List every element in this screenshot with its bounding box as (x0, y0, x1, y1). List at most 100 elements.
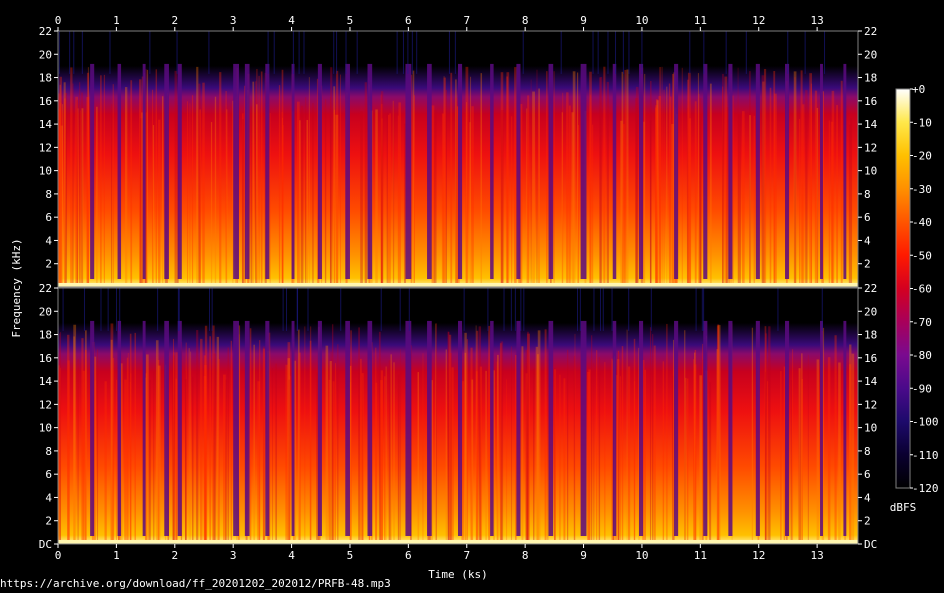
quiet-gap (639, 63, 644, 280)
texture-stripe (422, 353, 424, 540)
texture-stripe (189, 103, 191, 283)
texture-stripe (466, 102, 468, 283)
texture-stripe (82, 370, 86, 540)
texture-stripe (84, 330, 87, 540)
y-tick-label: 14 (39, 375, 53, 388)
texture-stripe (312, 103, 314, 284)
texture-stripe (306, 119, 309, 283)
texture-stripe (627, 366, 631, 540)
hf-spike (411, 31, 413, 74)
texture-stripe (737, 67, 739, 284)
texture-stripe (269, 113, 271, 283)
texture-stripe (470, 76, 472, 283)
x-tick-label: 3 (230, 14, 237, 27)
texture-stripe (611, 358, 614, 540)
texture-stripe (809, 73, 813, 284)
colorbar-tick-label: -20 (912, 150, 932, 163)
y-tick-label: 20 (864, 305, 877, 318)
colorbar-tick-label: -40 (912, 216, 932, 229)
hf-spike (307, 288, 309, 331)
texture-stripe (433, 109, 437, 283)
texture-stripe (196, 66, 199, 283)
texture-stripe (471, 106, 474, 284)
texture-stripe (281, 69, 284, 284)
hf-spike (597, 31, 599, 74)
x-tick-label: 6 (405, 549, 412, 562)
texture-stripe (633, 338, 636, 540)
texture-stripe (304, 326, 306, 540)
texture-stripe (289, 375, 291, 540)
y-tick-label: 2 (45, 515, 52, 528)
texture-stripe (242, 113, 244, 283)
dc-line (58, 540, 858, 544)
texture-stripe (793, 71, 797, 283)
texture-stripe (694, 364, 697, 540)
texture-stripe (138, 79, 142, 283)
texture-stripe (577, 72, 579, 284)
texture-stripe (673, 339, 675, 540)
texture-stripe (198, 83, 201, 283)
texture-stripe (256, 68, 258, 283)
texture-stripe (497, 354, 499, 540)
texture-stripe (59, 84, 61, 284)
x-tick-label: 13 (810, 549, 823, 562)
quiet-gap (117, 320, 122, 536)
quiet-gap (458, 63, 463, 280)
texture-stripe (762, 81, 765, 283)
texture-stripe (213, 353, 216, 540)
hf-spike (62, 288, 64, 331)
texture-stripe (658, 96, 661, 283)
hf-spike (303, 31, 305, 74)
texture-stripe (836, 105, 839, 284)
texture-stripe (599, 76, 603, 283)
texture-stripe (305, 97, 307, 284)
texture-stripe (148, 379, 151, 540)
texture-stripe (589, 71, 592, 284)
quiet-gap (703, 63, 708, 280)
texture-stripe (59, 333, 61, 540)
texture-stripe (722, 73, 724, 284)
texture-stripe (185, 371, 186, 540)
hf-spike (615, 31, 617, 74)
hf-spike (119, 288, 121, 331)
texture-stripe (441, 113, 445, 283)
texture-stripe (172, 338, 175, 540)
texture-stripe (624, 69, 627, 284)
y-tick-label: 6 (864, 211, 871, 224)
texture-stripe (430, 380, 433, 540)
quiet-gap (548, 320, 554, 536)
texture-stripe (238, 325, 241, 540)
texture-stripe (573, 355, 575, 540)
y-tick-label: 6 (864, 468, 871, 481)
texture-stripe (694, 349, 697, 540)
texture-stripe (831, 90, 835, 283)
texture-stripe (849, 364, 852, 540)
texture-stripe (86, 72, 89, 284)
texture-stripe (417, 372, 420, 540)
texture-stripe (461, 381, 464, 540)
texture-stripe (308, 77, 310, 283)
texture-stripe (76, 99, 78, 283)
texture-stripe (765, 371, 767, 540)
texture-stripe (299, 120, 301, 283)
quiet-gap (177, 320, 182, 536)
texture-stripe (599, 77, 601, 283)
texture-stripe (500, 72, 504, 284)
x-tick-label: 5 (347, 549, 354, 562)
texture-stripe (649, 327, 652, 540)
quiet-gap (703, 320, 708, 536)
texture-stripe (830, 121, 834, 283)
hf-spike (514, 288, 516, 331)
texture-stripe (816, 109, 819, 283)
hf-spike (100, 288, 102, 331)
texture-stripe (642, 360, 645, 540)
texture-stripe (275, 363, 277, 540)
hf-spike (333, 31, 335, 74)
texture-stripe (175, 352, 178, 540)
texture-stripe (397, 374, 400, 540)
texture-stripe (476, 330, 479, 540)
hf-spike (298, 31, 300, 74)
texture-stripe (537, 330, 541, 540)
y-tick-label: 20 (39, 48, 52, 61)
texture-stripe (726, 107, 729, 283)
